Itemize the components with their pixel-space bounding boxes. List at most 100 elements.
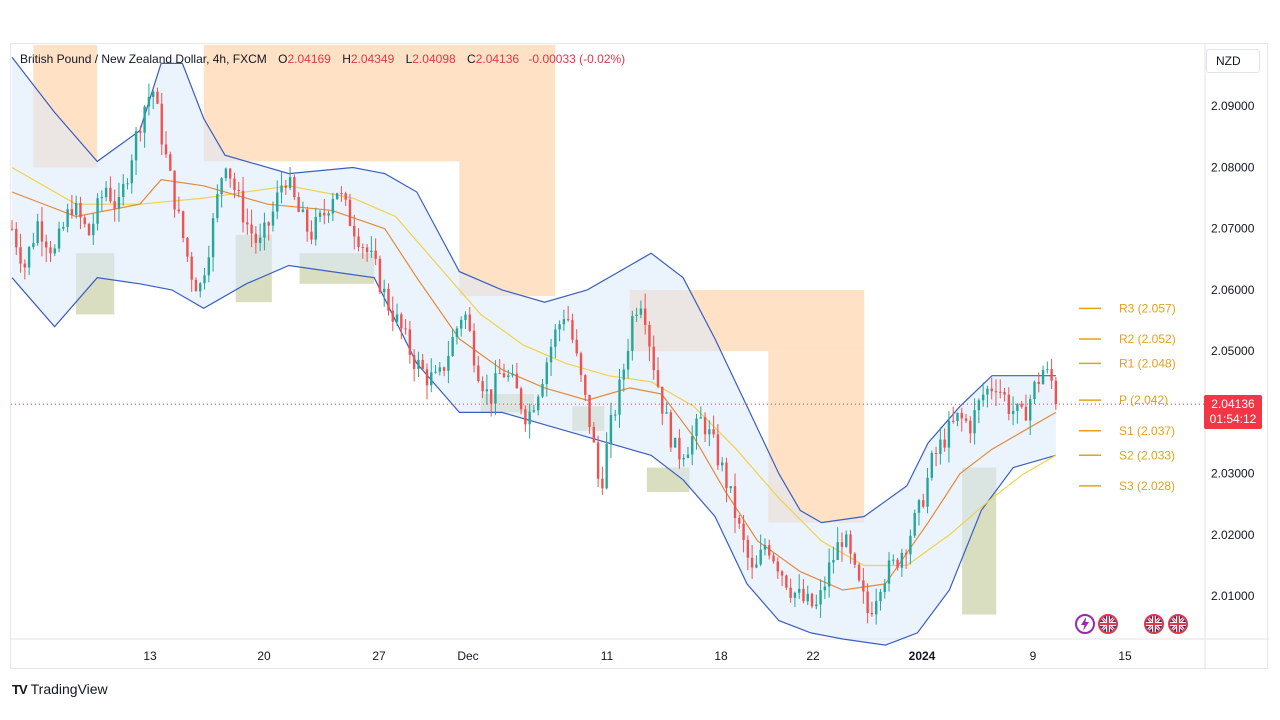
candle-body bbox=[45, 241, 48, 248]
candle-body bbox=[237, 189, 240, 191]
candle-body bbox=[810, 593, 814, 607]
pivot-level-label: S2 (2.033) bbox=[1119, 448, 1175, 462]
candle-body bbox=[434, 371, 437, 373]
candle-body bbox=[357, 236, 360, 248]
candle-body bbox=[1003, 391, 1006, 395]
candle-body bbox=[686, 454, 690, 458]
candle-body bbox=[11, 228, 14, 230]
candle-body bbox=[250, 224, 253, 234]
candle-body bbox=[845, 534, 848, 547]
tradingview-name: TradingView bbox=[30, 681, 108, 697]
candle-body bbox=[233, 178, 236, 190]
low-value: 2.04098 bbox=[412, 52, 456, 66]
candle-body bbox=[840, 542, 844, 547]
candle-body bbox=[143, 106, 146, 133]
candle-body bbox=[156, 91, 159, 104]
last-price-value: 2.04136 bbox=[1211, 397, 1255, 411]
candle-body bbox=[746, 539, 750, 558]
candle-body bbox=[254, 233, 258, 243]
candle-body bbox=[1041, 369, 1045, 385]
candle-body bbox=[224, 168, 228, 179]
candle-body bbox=[772, 555, 775, 562]
candle-body bbox=[383, 288, 386, 293]
candle-body bbox=[1054, 380, 1058, 405]
candle-body bbox=[541, 384, 544, 397]
candle-body bbox=[36, 221, 39, 244]
candle-body bbox=[507, 375, 510, 378]
uk-flag-event-icon[interactable] bbox=[1144, 614, 1164, 634]
y-tick-label: 2.03000 bbox=[1211, 467, 1255, 481]
candle-body bbox=[288, 177, 292, 188]
candle-body bbox=[575, 339, 578, 354]
candle-body bbox=[981, 394, 985, 401]
bar-countdown: 01:54:12 bbox=[1209, 412, 1257, 426]
candle-body bbox=[79, 202, 82, 218]
tradingview-branding[interactable]: TV TradingView bbox=[12, 681, 108, 697]
candle-body bbox=[271, 211, 275, 226]
candle-body bbox=[323, 212, 326, 216]
candle-body bbox=[725, 462, 728, 489]
candle-body bbox=[896, 559, 899, 568]
candle-body bbox=[913, 512, 916, 536]
candle-body bbox=[904, 552, 908, 555]
moving-average-slow bbox=[11, 166, 1057, 567]
uk-flag-event-icon[interactable] bbox=[1168, 614, 1188, 634]
candle-body bbox=[241, 190, 245, 223]
currency-selector[interactable]: NZD bbox=[1206, 49, 1260, 73]
pivot-level-label: P (2.042) bbox=[1119, 393, 1168, 407]
candle-body bbox=[857, 564, 861, 581]
candle-body bbox=[451, 337, 454, 356]
candle-body bbox=[494, 373, 497, 404]
candle-body bbox=[515, 373, 519, 389]
candle-body bbox=[648, 324, 651, 347]
candle-body bbox=[83, 217, 86, 224]
bollinger-lower-line bbox=[11, 264, 1057, 646]
candle-body bbox=[1037, 381, 1040, 385]
candle-body bbox=[566, 319, 570, 321]
candle-body bbox=[335, 193, 339, 200]
candle-body bbox=[27, 247, 31, 268]
y-tick-label: 2.07000 bbox=[1211, 222, 1255, 236]
candle-body bbox=[793, 592, 797, 598]
x-tick-label: Dec bbox=[457, 649, 478, 663]
candle-body bbox=[220, 178, 223, 195]
candle-body bbox=[109, 187, 112, 202]
candle-body bbox=[310, 231, 313, 240]
candle-body bbox=[126, 183, 129, 185]
candle-body bbox=[297, 197, 300, 212]
y-tick-label: 2.08000 bbox=[1211, 160, 1255, 174]
chart-svg[interactable]: R3 (2.057) R2 (2.052) R1 (2.048) P (2.042) S… bbox=[11, 44, 1269, 670]
candle-body bbox=[1007, 394, 1011, 414]
candle-body bbox=[331, 199, 335, 214]
candle-body bbox=[558, 324, 561, 330]
x-tick-label: 9 bbox=[1030, 649, 1037, 663]
uk-flag-event-icon[interactable] bbox=[1098, 614, 1118, 634]
candle-body bbox=[134, 131, 138, 161]
candle-body bbox=[181, 211, 185, 238]
candle-body bbox=[716, 434, 720, 466]
candle-body bbox=[733, 486, 737, 519]
close-value: 2.04136 bbox=[475, 52, 520, 66]
y-tick-label: 2.02000 bbox=[1211, 528, 1255, 542]
candle-body bbox=[862, 580, 865, 592]
candle-body bbox=[866, 591, 869, 613]
candle-body bbox=[939, 439, 942, 454]
candle-body bbox=[173, 170, 176, 210]
candle-body bbox=[626, 350, 630, 370]
candle-body bbox=[344, 193, 347, 200]
candle-body bbox=[827, 562, 831, 587]
candle-body bbox=[199, 283, 202, 292]
tradingview-logo-icon: TV bbox=[12, 681, 28, 697]
candle-body bbox=[263, 222, 266, 238]
candle-body bbox=[618, 379, 621, 415]
candle-body bbox=[207, 257, 210, 276]
chart-frame[interactable]: R3 (2.057) R2 (2.052) R1 (2.048) P (2.042) S… bbox=[10, 43, 1269, 670]
candle-body bbox=[447, 355, 450, 371]
candle-body bbox=[763, 545, 767, 550]
lightning-event-icon[interactable] bbox=[1075, 614, 1095, 634]
candle-body bbox=[258, 237, 262, 243]
candle-body bbox=[879, 591, 882, 602]
candle-body bbox=[999, 391, 1002, 393]
x-tick-label: 13 bbox=[143, 649, 157, 663]
candle-body bbox=[485, 389, 489, 392]
